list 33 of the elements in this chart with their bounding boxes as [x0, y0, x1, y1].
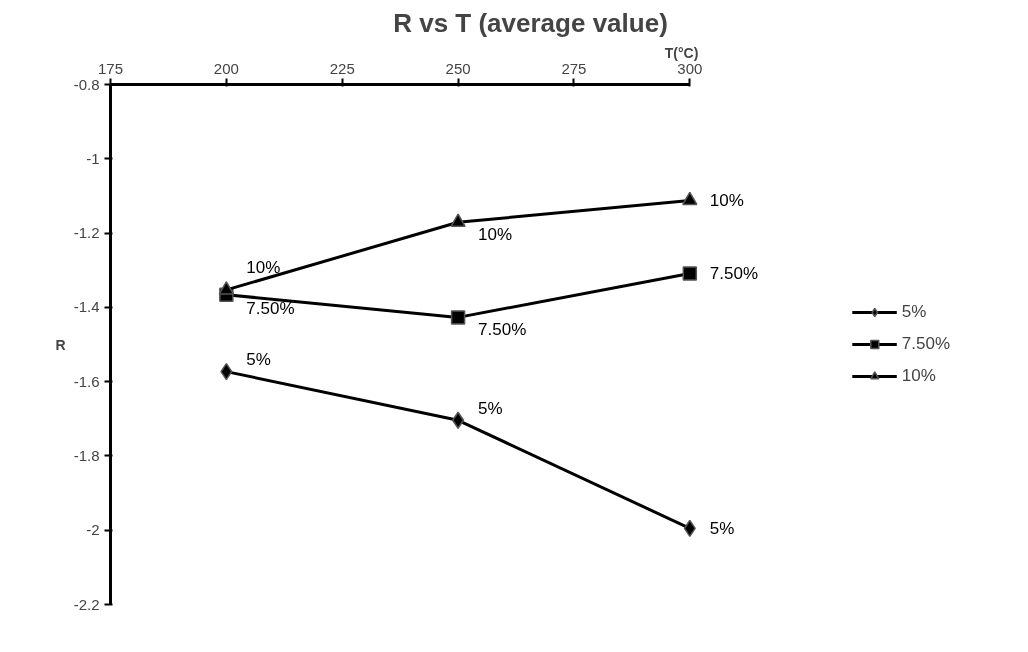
point	[450, 310, 466, 325]
point	[450, 213, 466, 228]
annotation: 7.50%	[478, 319, 527, 339]
point	[218, 281, 235, 295]
y-tick-label: -2	[86, 521, 100, 539]
annotation: 7.50%	[709, 264, 759, 284]
point	[682, 266, 698, 281]
y-tick-label: -0.8	[73, 75, 100, 93]
annotation: 10%	[709, 190, 744, 210]
x-tick-label: 200	[213, 59, 239, 77]
annotation: 7.50%	[246, 299, 295, 319]
point	[682, 191, 698, 206]
legend-label: 5%	[901, 302, 927, 322]
x-tick-label: 275	[561, 59, 587, 77]
annotation: 5%	[478, 398, 503, 418]
chart-title: R vs T (average value)	[393, 7, 668, 38]
y-tick-label: -1.8	[73, 446, 100, 464]
y-tick-label: -1	[86, 149, 100, 167]
x-tick-label: 175	[97, 59, 124, 77]
legend-label: 7.50%	[901, 334, 950, 354]
annotation: 5%	[246, 350, 271, 370]
y-tick-label: -1.2	[73, 224, 100, 242]
legend-label: 10%	[901, 366, 936, 386]
x-tick-label: 250	[445, 59, 471, 77]
y-tick-label: -1.4	[73, 298, 100, 316]
y-tick-label: -1.6	[73, 372, 100, 390]
x-tick-label: 225	[329, 59, 355, 77]
y-axis-title: R	[55, 336, 66, 353]
y-tick-label: -2.2	[73, 595, 100, 613]
annotation: 10%	[478, 224, 513, 244]
annotation: 5%	[709, 518, 735, 538]
annotation: 10%	[246, 258, 281, 278]
x-axis-title: T(°C)	[664, 44, 699, 61]
